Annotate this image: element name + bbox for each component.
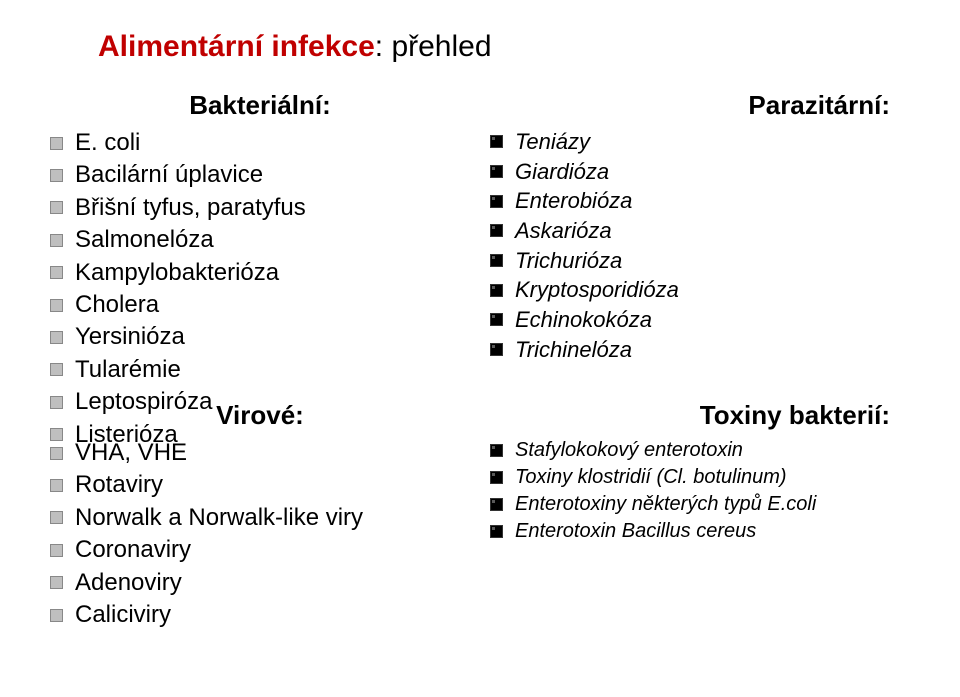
square-bullet-icon	[50, 137, 63, 150]
list-item-label: Echinokokóza	[515, 305, 652, 335]
list-item-label: Stafylokokový enterotoxin	[515, 437, 743, 464]
list-item: Stafylokokový enterotoxin	[490, 437, 910, 464]
square-bullet-icon	[50, 234, 63, 247]
square-bullet-icon	[490, 284, 503, 297]
square-bullet-icon	[50, 511, 63, 524]
list-item-label: Trichinelóza	[515, 335, 632, 365]
list-item: Trichinelóza	[490, 335, 910, 365]
square-bullet-icon	[490, 343, 503, 356]
list-item: Salmonelóza	[50, 224, 470, 256]
square-bullet-icon	[50, 479, 63, 492]
list-item: Břišní tyfus, paratyfus	[50, 192, 470, 224]
square-bullet-icon	[490, 525, 503, 538]
list-item: Bacilární úplavice	[50, 159, 470, 191]
list-item: Rotaviry	[50, 469, 470, 501]
list-item: VHA, VHE	[50, 437, 470, 469]
list-item: Toxiny klostridií (Cl. botulinum)	[490, 464, 910, 491]
viral-column: Virové: VHA, VHE Rotaviry Norwalk a Norw…	[50, 400, 470, 631]
list-item-label: Yersinióza	[75, 321, 185, 353]
square-bullet-icon	[490, 195, 503, 208]
viral-heading: Virové:	[50, 400, 470, 431]
title-sep: :	[375, 30, 392, 63]
square-bullet-icon	[490, 165, 503, 178]
list-item-label: Trichurióza	[515, 246, 622, 276]
list-item: Norwalk a Norwalk-like viry	[50, 502, 470, 534]
slide: Alimentární infekce: přehled Bakteriální…	[0, 0, 960, 697]
square-bullet-icon	[50, 169, 63, 182]
list-item: Echinokokóza	[490, 305, 910, 335]
list-item-label: Enterobióza	[515, 186, 632, 216]
list-item-label: Giardióza	[515, 157, 609, 187]
list-item-label: Rotaviry	[75, 469, 163, 501]
list-item-label: Tularémie	[75, 354, 181, 386]
toxins-heading: Toxiny bakterií:	[490, 400, 910, 431]
square-bullet-icon	[50, 299, 63, 312]
list-item: Kryptosporidióza	[490, 275, 910, 305]
list-item: Caliciviry	[50, 599, 470, 631]
list-item: Coronaviry	[50, 534, 470, 566]
list-item: Yersinióza	[50, 321, 470, 353]
list-item: E. coli	[50, 127, 470, 159]
list-item-label: Salmonelóza	[75, 224, 214, 256]
list-item-label: Břišní tyfus, paratyfus	[75, 192, 306, 224]
square-bullet-icon	[490, 224, 503, 237]
list-item-label: Coronaviry	[75, 534, 191, 566]
list-item: Askarióza	[490, 216, 910, 246]
square-bullet-icon	[50, 363, 63, 376]
square-bullet-icon	[50, 266, 63, 279]
list-item: Enterobióza	[490, 186, 910, 216]
list-item: Tularémie	[50, 354, 470, 386]
list-item-label: VHA, VHE	[75, 437, 187, 469]
square-bullet-icon	[490, 135, 503, 148]
list-item-label: Kampylobakterióza	[75, 257, 279, 289]
list-item: Cholera	[50, 289, 470, 321]
list-item-label: E. coli	[75, 127, 140, 159]
viral-list: VHA, VHE Rotaviry Norwalk a Norwalk-like…	[50, 437, 470, 631]
list-item: Teniázy	[490, 127, 910, 157]
list-item-label: Enterotoxin Bacillus cereus	[515, 518, 756, 545]
square-bullet-icon	[490, 444, 503, 457]
square-bullet-icon	[490, 471, 503, 484]
parasitic-heading: Parazitární:	[490, 90, 910, 121]
bacterial-heading: Bakteriální:	[50, 90, 470, 121]
title-black: přehled	[391, 30, 491, 63]
list-item: Enterotoxin Bacillus cereus	[490, 518, 910, 545]
list-item-label: Cholera	[75, 289, 159, 321]
list-item: Enterotoxiny některých typů E.coli	[490, 491, 910, 518]
square-bullet-icon	[490, 313, 503, 326]
toxins-column: Toxiny bakterií: Stafylokokový enterotox…	[490, 400, 910, 545]
square-bullet-icon	[50, 201, 63, 214]
list-item-label: Norwalk a Norwalk-like viry	[75, 502, 363, 534]
bacterial-column: Bakteriální: E. coli Bacilární úplavice …	[50, 90, 470, 451]
list-item: Adenoviry	[50, 567, 470, 599]
list-item: Kampylobakterióza	[50, 257, 470, 289]
square-bullet-icon	[50, 544, 63, 557]
list-item-label: Adenoviry	[75, 567, 182, 599]
square-bullet-icon	[50, 576, 63, 589]
list-item-label: Enterotoxiny některých typů E.coli	[515, 491, 816, 518]
square-bullet-icon	[50, 609, 63, 622]
list-item-label: Toxiny klostridií (Cl. botulinum)	[515, 464, 787, 491]
toxins-list: Stafylokokový enterotoxin Toxiny klostri…	[490, 437, 910, 545]
square-bullet-icon	[50, 331, 63, 344]
square-bullet-icon	[490, 498, 503, 511]
list-item-label: Askarióza	[515, 216, 612, 246]
list-item-label: Bacilární úplavice	[75, 159, 263, 191]
parasitic-list: Teniázy Giardióza Enterobióza Askarióza …	[490, 127, 910, 365]
square-bullet-icon	[490, 254, 503, 267]
list-item-label: Kryptosporidióza	[515, 275, 679, 305]
slide-title: Alimentární infekce: přehled	[98, 30, 492, 64]
list-item: Trichurióza	[490, 246, 910, 276]
parasitic-column: Parazitární: Teniázy Giardióza Enterobió…	[490, 90, 910, 365]
list-item-label: Teniázy	[515, 127, 590, 157]
square-bullet-icon	[50, 447, 63, 460]
list-item: Giardióza	[490, 157, 910, 187]
list-item-label: Caliciviry	[75, 599, 171, 631]
title-red: Alimentární infekce	[98, 30, 375, 63]
